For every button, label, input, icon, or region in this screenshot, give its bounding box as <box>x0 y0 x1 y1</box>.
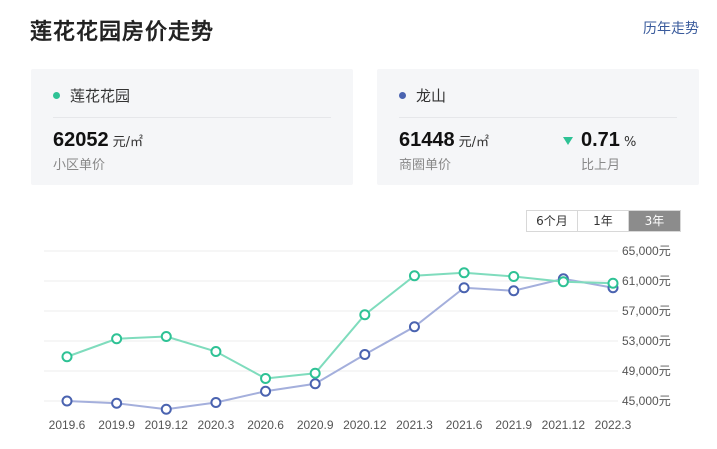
x-tick-label: 2021.9 <box>495 418 532 432</box>
data-point <box>557 276 569 288</box>
tab-3-years[interactable]: 3年 <box>629 211 680 231</box>
data-point <box>210 397 222 408</box>
district-price-metric: 61448 元/㎡ 商圈单价 <box>399 129 489 173</box>
district-price-unit: 元/㎡ <box>458 135 490 150</box>
data-point <box>309 367 321 379</box>
card-divider <box>399 117 677 118</box>
x-tick-label: 2020.9 <box>297 418 334 432</box>
community-name: 莲花花园 <box>70 87 131 105</box>
tab-1-year[interactable]: 1年 <box>578 211 629 231</box>
data-point <box>210 346 222 357</box>
district-price-card: 龙山 61448 元/㎡ 商圈单价 0.71 % 比上月 <box>377 69 699 185</box>
x-tick-label: 2021.3 <box>396 418 433 432</box>
x-tick-label: 2020.3 <box>198 418 235 432</box>
data-point <box>458 267 470 279</box>
district-price-value: 61448 <box>399 129 455 151</box>
x-tick-label: 2019.6 <box>49 418 86 432</box>
series-line <box>66 277 614 411</box>
district-name: 龙山 <box>416 87 447 105</box>
x-tick-label: 2019.12 <box>145 418 189 432</box>
district-price-label: 商圈单价 <box>399 158 452 173</box>
community-price-value: 62052 <box>53 129 109 151</box>
data-point <box>61 395 73 407</box>
month-change-label: 比上月 <box>581 158 621 173</box>
data-point <box>309 378 321 390</box>
y-tick-label: 65,000元 <box>622 244 671 258</box>
community-dot-icon <box>53 92 60 99</box>
data-point <box>607 277 619 289</box>
tab-6-months[interactable]: 6个月 <box>527 211 578 231</box>
month-change-unit: % <box>623 135 637 150</box>
data-point <box>111 397 123 409</box>
time-range-tabs: 6个月 1年 3年 <box>526 210 681 232</box>
data-point <box>160 331 172 342</box>
data-point <box>508 271 520 282</box>
community-card-header: 莲花花园 <box>53 85 130 106</box>
district-dot-icon <box>399 92 406 99</box>
y-tick-label: 57,000元 <box>622 304 671 318</box>
data-point <box>61 351 73 363</box>
community-price-card: 莲花花园 62052 元/㎡ 小区单价 <box>31 69 353 185</box>
community-price-unit: 元/㎡ <box>112 135 144 150</box>
data-point <box>160 403 172 415</box>
data-point <box>260 373 272 384</box>
series-line <box>66 271 614 380</box>
x-tick-label: 2019.9 <box>98 418 135 432</box>
x-tick-label: 2021.6 <box>446 418 483 432</box>
card-divider <box>53 117 331 118</box>
x-tick-label: 2022.3 <box>595 418 632 432</box>
data-point <box>359 349 371 360</box>
page-title: 莲花花园房价走势 <box>30 20 215 45</box>
data-point <box>359 309 371 321</box>
y-tick-label: 53,000元 <box>622 334 671 348</box>
data-point <box>508 285 520 297</box>
district-card-header: 龙山 <box>399 85 446 106</box>
x-tick-label: 2021.12 <box>542 418 586 432</box>
y-tick-label: 49,000元 <box>622 364 671 378</box>
history-trend-link[interactable]: 历年走势 <box>643 21 699 37</box>
y-tick-label: 45,000元 <box>622 394 671 408</box>
x-tick-label: 2020.6 <box>247 418 284 432</box>
down-triangle-icon <box>563 136 573 145</box>
data-point <box>458 282 470 294</box>
y-tick-label: 61,000元 <box>622 274 671 288</box>
x-tick-label: 2020.12 <box>343 418 387 432</box>
month-change-metric: 0.71 % 比上月 <box>563 129 636 173</box>
data-point <box>408 321 420 333</box>
month-change-value: 0.71 <box>581 129 620 151</box>
data-point <box>111 333 123 345</box>
community-price-label: 小区单价 <box>53 158 106 173</box>
data-point <box>408 270 420 282</box>
community-price-metric: 62052 元/㎡ 小区单价 <box>53 129 143 173</box>
data-point <box>260 385 272 397</box>
